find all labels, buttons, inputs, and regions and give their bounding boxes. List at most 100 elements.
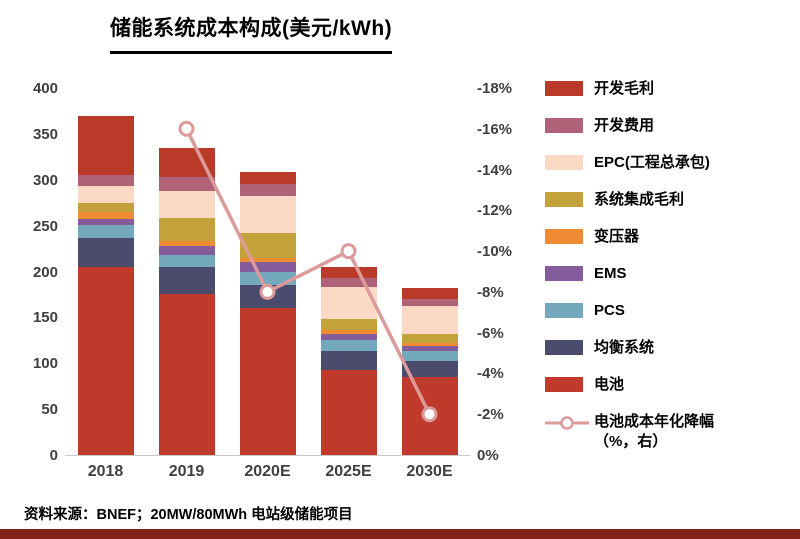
bar-segment — [401, 360, 458, 378]
bar-segment — [239, 172, 296, 185]
right-axis-tick: -8% — [477, 283, 504, 301]
left-axis-tick: 250 — [32, 217, 58, 235]
legend-swatch — [545, 340, 583, 355]
legend-label: EPC(工程总承包) — [594, 154, 710, 171]
legend-item: 电池 — [545, 375, 797, 398]
legend-label: 均衡系统 — [594, 339, 655, 356]
left-axis-tick: 400 — [32, 80, 58, 97]
bar-segment — [401, 345, 458, 352]
chart-title: 储能系统成本构成(美元/kWh) — [110, 12, 393, 54]
legend-swatch — [545, 81, 583, 96]
bar-segment — [239, 262, 296, 272]
bar-segment — [158, 177, 215, 191]
bar-segment — [158, 245, 215, 255]
right-axis-tick: -2% — [477, 406, 504, 424]
legend-swatch — [545, 118, 583, 133]
bar-segment — [401, 306, 458, 334]
left-axis-tick: 200 — [32, 263, 58, 281]
bar-segment — [320, 369, 377, 455]
left-axis-tick: 100 — [32, 355, 58, 373]
right-axis-tick: -16% — [477, 120, 513, 138]
right-axis-tick: 0% — [477, 447, 499, 464]
legend: 开发毛利开发费用 EPC(工程总承包) 系统集成毛利 变压器 EMS PCS 均衡系统电池电… — [545, 79, 797, 466]
bar-segment — [158, 190, 215, 219]
legend-item: 变压器 — [545, 227, 797, 250]
bar-segment — [158, 255, 215, 267]
line-marker — [178, 120, 195, 137]
bar-segment — [320, 333, 377, 341]
right-axis-tick: -12% — [477, 202, 513, 220]
legend-item: 系统集成毛利 — [545, 190, 797, 213]
legend-item: 电池成本年化降幅 （%，右） — [545, 412, 797, 452]
bar-segment — [239, 308, 296, 455]
bar-segment — [320, 351, 377, 370]
bar-segment — [77, 237, 134, 267]
legend-item: PCS — [545, 301, 797, 324]
bar-segment — [77, 224, 134, 238]
legend-label: 系统集成毛利 — [594, 191, 685, 208]
legend-item: 均衡系统 — [545, 338, 797, 361]
right-axis-ticks: -18% -16% -14% -12% -10% -8% -6% -4% -2% 0% — [477, 80, 533, 464]
bar-segment — [77, 202, 134, 212]
legend-label: 电池 — [594, 376, 625, 393]
bar-segment — [77, 186, 134, 203]
bar-segment — [320, 319, 377, 331]
legend-swatch — [545, 229, 583, 244]
x-axis-labels: 2018 2019 2020E 2025E 2030E — [65, 463, 470, 485]
x-axis-label: 2020E — [244, 463, 291, 480]
legend-item: 开发费用 — [545, 116, 797, 139]
line-marker — [340, 243, 357, 260]
legend-label: 电池成本年化降幅 （%，右） — [594, 413, 715, 450]
right-axis-tick: -14% — [477, 161, 513, 179]
legend-label: 变压器 — [594, 228, 640, 245]
bar-segment — [158, 218, 215, 242]
bar-segment — [401, 351, 458, 361]
legend-swatch — [545, 266, 583, 281]
legend-label: 开发费用 — [594, 117, 655, 134]
right-axis-tick: -18% — [477, 80, 513, 97]
legend-label: PCS — [594, 302, 625, 319]
left-axis-tick: 50 — [41, 401, 58, 419]
left-axis-tick: 150 — [32, 309, 58, 327]
bar-segment — [77, 175, 134, 187]
x-axis-label: 2025E — [325, 463, 372, 480]
x-axis-label: 2030E — [406, 463, 453, 480]
plot-area — [65, 88, 470, 456]
bar-segment — [239, 257, 296, 263]
bar-segment — [401, 299, 458, 307]
bar-segment — [77, 211, 134, 220]
bar-segment — [320, 340, 377, 352]
bar-segment — [158, 294, 215, 455]
legend-swatch — [545, 155, 583, 170]
legend-swatch — [545, 377, 583, 392]
source-note: 资料来源：BNEF；20MW/80MWh 电站级储能项目 — [24, 507, 353, 523]
bar-segment — [77, 219, 134, 225]
right-axis-tick: -6% — [477, 324, 504, 342]
bar-segment — [239, 184, 296, 197]
line-marker — [259, 283, 276, 300]
bar-segment — [158, 241, 215, 246]
left-axis-tick: 350 — [32, 125, 58, 143]
legend-swatch — [545, 303, 583, 318]
left-axis-tick: 0 — [49, 447, 58, 464]
right-axis-tick: -4% — [477, 365, 504, 383]
bar-segment — [401, 288, 458, 300]
right-axis-tick: -10% — [477, 243, 513, 261]
bar-segment — [401, 333, 458, 344]
line-series — [178, 120, 438, 423]
bottom-accent-bar — [0, 529, 800, 539]
legend-label: EMS — [594, 265, 627, 282]
bar-segment — [77, 266, 134, 455]
legend-label: 开发毛利 — [594, 80, 655, 97]
line-legend-icon — [545, 416, 589, 430]
bar-segment — [158, 266, 215, 295]
legend-item: EMS — [545, 264, 797, 287]
line-marker — [421, 406, 438, 423]
x-axis-label: 2018 — [87, 463, 124, 480]
bar-segment — [239, 271, 296, 286]
bar-segment — [320, 277, 377, 288]
bar-segment — [158, 147, 215, 177]
legend-swatch — [545, 192, 583, 207]
bar-segment — [401, 343, 458, 346]
bar-segment — [320, 330, 377, 334]
